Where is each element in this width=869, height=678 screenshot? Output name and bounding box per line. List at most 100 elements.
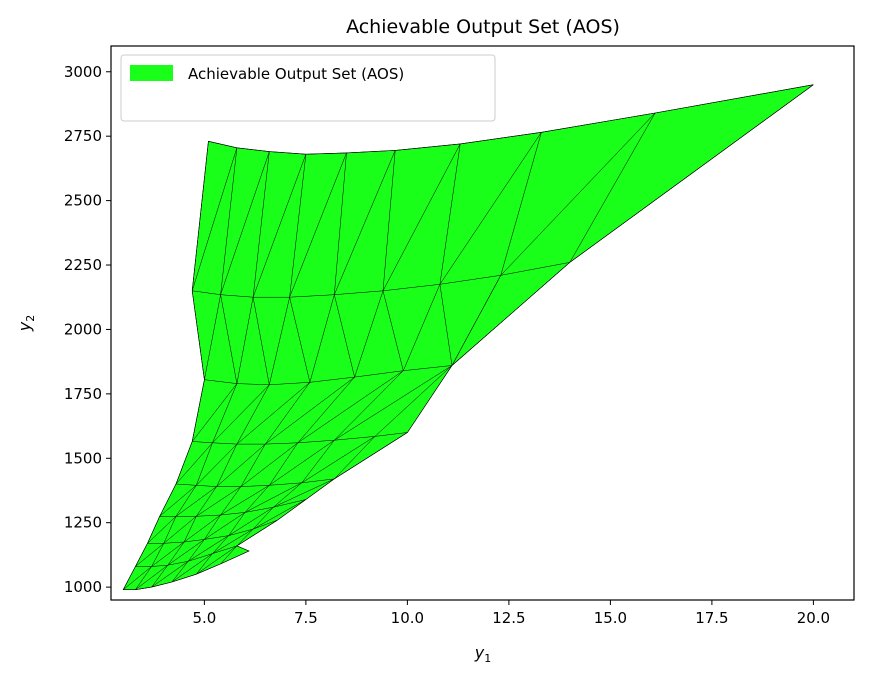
- mesh-edge: [196, 553, 213, 575]
- mesh-edge: [163, 516, 177, 544]
- mesh-diagonal: [123, 566, 152, 590]
- mesh-diagonal: [147, 516, 177, 544]
- mesh-diagonal: [187, 535, 229, 562]
- mesh-edge: [265, 382, 311, 445]
- mesh-edge: [334, 152, 347, 295]
- mesh-edge: [204, 514, 221, 540]
- plot-frame: [110, 45, 855, 601]
- mesh-diagonal: [212, 528, 254, 554]
- mesh-edge: [252, 507, 274, 530]
- mesh-diagonal: [175, 442, 213, 485]
- mesh-edge: [451, 275, 502, 366]
- mesh-diagonal: [220, 151, 270, 295]
- mesh-edge: [122, 566, 136, 590]
- mesh-edge: [334, 370, 404, 441]
- mesh-edge: [183, 516, 197, 543]
- mesh-edge: [220, 486, 242, 516]
- mesh-diagonal: [334, 150, 396, 295]
- mesh-edge: [451, 262, 570, 366]
- mesh-diagonal: [159, 485, 197, 517]
- mesh-layer: [122, 84, 814, 590]
- mesh-diagonal: [289, 152, 347, 298]
- mesh-diagonal: [196, 545, 238, 575]
- mesh-diagonal: [212, 384, 270, 443]
- x-axis-label-main: y: [474, 643, 485, 662]
- mesh-edge: [228, 512, 246, 536]
- mesh-edge: [147, 516, 160, 544]
- mesh-diagonal: [252, 154, 307, 298]
- mesh-edge: [196, 442, 213, 486]
- mesh-edge: [240, 443, 266, 487]
- mesh-diagonal: [216, 443, 266, 487]
- mesh-edge: [212, 535, 229, 554]
- mesh-edge: [569, 84, 814, 263]
- mesh-edge: [382, 150, 396, 291]
- mesh-diagonal: [191, 147, 238, 291]
- mesh-edge: [305, 478, 335, 500]
- mesh-diagonal: [301, 436, 376, 484]
- mesh-edge: [439, 143, 461, 285]
- mesh-edge: [252, 297, 270, 385]
- legend: Achievable Output Set (AOS): [120, 54, 496, 122]
- mesh-diagonal: [163, 516, 197, 544]
- mesh-edge: [277, 499, 307, 521]
- mesh-diagonal: [309, 294, 335, 383]
- mesh-diagonal: [269, 297, 290, 385]
- x-tick-label: 20.0: [797, 609, 830, 627]
- mesh-edge: [191, 290, 205, 380]
- mesh-diagonal: [220, 485, 270, 516]
- mesh-diagonal: [135, 543, 164, 567]
- y-tick-label: 1000: [64, 578, 102, 596]
- mesh-edge: [187, 539, 205, 562]
- mesh-edge: [236, 528, 254, 547]
- mesh-diagonal: [196, 443, 238, 486]
- mesh-edge: [500, 132, 542, 276]
- y-axis-label-main: y: [15, 321, 34, 332]
- mesh-edge: [212, 383, 238, 443]
- mesh-edge: [236, 384, 270, 445]
- y-tick-label: 2500: [64, 192, 102, 210]
- mesh-edge: [289, 154, 307, 298]
- mesh-diagonal: [439, 132, 542, 285]
- y-tick-label: 2750: [64, 127, 102, 145]
- x-tick-label: 12.5: [492, 609, 525, 627]
- mesh-diagonal: [196, 486, 242, 517]
- mesh-edge: [334, 432, 408, 480]
- mesh-diagonal: [382, 143, 461, 291]
- mesh-diagonal: [297, 370, 404, 444]
- mesh-diagonal: [204, 512, 246, 540]
- mesh-edge: [334, 436, 376, 480]
- mesh-edge: [167, 541, 185, 566]
- mesh-row-8: [208, 84, 814, 155]
- mesh-edge: [273, 482, 302, 508]
- mesh-diagonal: [334, 365, 453, 441]
- y-axis-label: y2: [15, 315, 37, 332]
- mesh-edge: [171, 561, 189, 583]
- mesh-diagonal: [175, 486, 217, 517]
- mesh-edge: [407, 365, 453, 433]
- mesh-edge: [220, 294, 238, 384]
- x-tick-label: 10.0: [391, 609, 424, 627]
- mesh-diagonal: [228, 506, 274, 536]
- mesh-diagonal: [236, 382, 311, 445]
- mesh-edge: [252, 151, 270, 298]
- x-axis-label: y1: [474, 643, 491, 665]
- mesh-edge: [175, 485, 197, 517]
- mesh-edge: [159, 483, 177, 517]
- mesh-diagonal: [354, 290, 384, 378]
- mesh-edge: [244, 485, 270, 513]
- mesh-edge: [191, 141, 209, 291]
- mesh-edge: [196, 486, 217, 517]
- x-axis: 5.0 7.5 10.0 12.5 15.0 17.5 20.0: [192, 600, 830, 627]
- mesh-edge: [236, 519, 278, 547]
- legend-swatch: [130, 65, 173, 81]
- mesh-diagonal: [192, 383, 238, 442]
- x-axis-label-sub: 1: [484, 652, 491, 665]
- mesh-edge: [334, 294, 355, 378]
- mesh-edge: [236, 545, 250, 552]
- mesh-diagonal: [167, 539, 205, 566]
- mesh-edge: [191, 379, 205, 442]
- mesh-diagonal: [265, 376, 355, 445]
- mesh-edge: [151, 565, 169, 588]
